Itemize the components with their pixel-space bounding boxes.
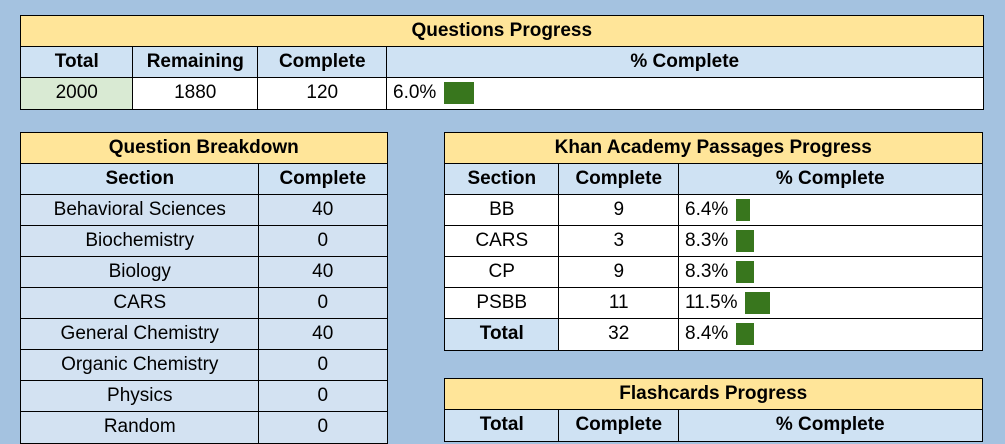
table-cell: Biology xyxy=(20,256,260,289)
table-cell: 40 xyxy=(258,194,388,227)
percent-cell: 8.3% xyxy=(678,256,983,289)
table-cell: PSBB xyxy=(444,287,560,320)
column-header: % Complete xyxy=(678,409,983,442)
table-title: Khan Academy Passages Progress xyxy=(444,132,983,165)
progress-bar xyxy=(736,230,754,253)
percent-cell: 6.4% xyxy=(678,194,983,227)
percent-cell: 8.4% xyxy=(678,318,983,351)
column-header: Complete xyxy=(257,46,388,79)
table-cell: Physics xyxy=(20,380,260,413)
table-cell: 9 xyxy=(558,256,680,289)
table-cell: Organic Chemistry xyxy=(20,349,260,382)
table-title: Question Breakdown xyxy=(20,132,388,165)
table-cell: 9 xyxy=(558,194,680,227)
percent-label: 8.3% xyxy=(685,261,729,283)
table-cell: CARS xyxy=(20,287,260,320)
table-cell: CARS xyxy=(444,225,560,258)
table-cell: 32 xyxy=(558,318,680,351)
column-header: Remaining xyxy=(132,46,259,79)
table-cell: 40 xyxy=(258,318,388,351)
column-header: Total xyxy=(444,409,560,442)
table-cell: 1880 xyxy=(132,77,259,110)
progress-bar xyxy=(736,323,754,346)
percent-label: 11.5% xyxy=(685,292,738,314)
column-header: Section xyxy=(20,163,260,196)
table-cell: Random xyxy=(20,411,260,444)
table-cell: Behavioral Sciences xyxy=(20,194,260,227)
table-title: Questions Progress xyxy=(20,15,984,48)
table-cell: 11 xyxy=(558,287,680,320)
table-cell: 2000 xyxy=(20,77,134,110)
percent-label: 6.0% xyxy=(393,82,437,104)
percent-label: 8.4% xyxy=(685,323,729,345)
column-header: % Complete xyxy=(678,163,983,196)
percent-cell: 6.0% xyxy=(386,77,984,110)
column-header: Section xyxy=(444,163,560,196)
table-title: Flashcards Progress xyxy=(444,378,983,411)
table-cell: CP xyxy=(444,256,560,289)
progress-bar xyxy=(736,199,750,222)
table-cell: 0 xyxy=(258,380,388,413)
percent-cell: 11.5% xyxy=(678,287,983,320)
column-header: % Complete xyxy=(386,46,984,79)
table-cell: BB xyxy=(444,194,560,227)
progress-bar xyxy=(444,82,475,105)
column-header: Complete xyxy=(558,163,680,196)
table-cell: General Chemistry xyxy=(20,318,260,351)
table-cell: Total xyxy=(444,318,560,351)
percent-label: 8.3% xyxy=(685,230,729,252)
table-cell: Biochemistry xyxy=(20,225,260,258)
percent-label: 6.4% xyxy=(685,199,729,221)
table-cell: 0 xyxy=(258,411,388,444)
column-header: Complete xyxy=(558,409,680,442)
table-cell: 3 xyxy=(558,225,680,258)
progress-bar xyxy=(736,261,754,284)
table-cell: 0 xyxy=(258,349,388,382)
table-cell: 0 xyxy=(258,287,388,320)
progress-bar xyxy=(745,292,770,315)
column-header: Complete xyxy=(258,163,388,196)
table-cell: 40 xyxy=(258,256,388,289)
table-cell: 0 xyxy=(258,225,388,258)
percent-cell: 8.3% xyxy=(678,225,983,258)
table-cell: 120 xyxy=(257,77,388,110)
column-header: Total xyxy=(20,46,134,79)
